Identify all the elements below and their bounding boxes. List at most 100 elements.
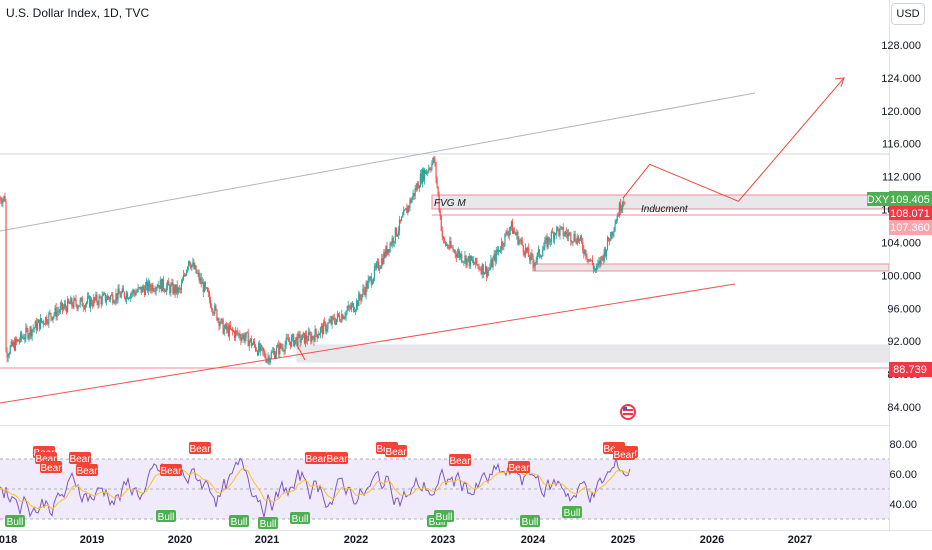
trendlines <box>0 92 756 404</box>
candle-body <box>297 333 299 346</box>
candle-body <box>423 170 426 181</box>
candle-body <box>492 258 494 268</box>
us-flag-icon[interactable] <box>620 404 636 420</box>
candle-body <box>388 249 390 252</box>
candle-body <box>234 331 236 338</box>
candle-body <box>293 334 295 347</box>
candle-body <box>267 356 269 360</box>
level-badge-2-bg <box>889 220 932 235</box>
candle-body <box>183 274 186 276</box>
candle-body <box>5 201 7 352</box>
candle-body <box>92 304 94 306</box>
candle-body <box>91 298 93 305</box>
candle-body <box>205 287 208 289</box>
candle-body <box>480 269 482 274</box>
candle-body <box>395 227 397 237</box>
rsi-pane <box>0 457 889 520</box>
candle-body <box>362 288 364 295</box>
candle-body <box>182 274 185 281</box>
candle-body <box>245 332 247 338</box>
candle-body <box>435 162 437 179</box>
candle-body <box>237 331 239 335</box>
candle-body <box>351 303 354 305</box>
candle-body <box>523 252 525 256</box>
candle-body <box>57 311 59 313</box>
time-axis[interactable]: 2018 2019 2020 2021 2022 2023 2024 2025 2026 2027 <box>0 534 812 546</box>
candle-body <box>129 297 131 299</box>
candle-body <box>274 354 277 359</box>
candle-body <box>281 347 283 349</box>
bear-badge-label: Bear <box>76 466 98 477</box>
time-tick: 2020 <box>168 534 192 546</box>
candle-body <box>22 337 24 339</box>
candle-body <box>264 352 266 358</box>
candle-body <box>449 240 451 249</box>
bear-badge <box>40 461 62 473</box>
candle-body <box>181 280 184 284</box>
candle-body <box>105 299 108 302</box>
candle-body <box>383 252 385 264</box>
bull-badge-label: Bull <box>158 512 175 523</box>
rsi-tick: 80.00 <box>889 439 917 451</box>
candle-body <box>113 302 115 304</box>
candle-body <box>324 321 326 323</box>
candle-body <box>456 253 458 258</box>
candle-body <box>389 243 391 252</box>
bear-badge-label: Bear <box>613 450 635 461</box>
time-tick: 2021 <box>255 534 279 546</box>
candle-body <box>496 249 498 252</box>
candle-body <box>290 337 293 347</box>
candle-body <box>176 284 178 294</box>
time-tick: 2024 <box>521 534 546 546</box>
candle-body <box>130 293 132 299</box>
candle-body <box>482 264 484 275</box>
candle-body <box>24 337 26 340</box>
candle-body <box>82 306 84 308</box>
bear-badge <box>305 452 327 464</box>
candle-body <box>561 226 563 228</box>
candle-body <box>471 260 474 262</box>
price-axis[interactable]: 128.000124.000120.000116.000112.000108.0… <box>881 40 921 414</box>
level-badge-2: 107.360 <box>890 222 930 234</box>
candle-body <box>538 249 541 257</box>
candle-body <box>153 290 155 292</box>
price-tick: 96.000 <box>887 303 921 315</box>
candle-body <box>184 275 187 277</box>
candle-body <box>222 319 224 334</box>
candle-body <box>90 298 92 308</box>
candle-body <box>500 250 502 252</box>
candle-body <box>43 321 45 324</box>
candle-body <box>359 293 361 298</box>
candle-body <box>288 341 291 343</box>
candle-body <box>595 268 597 271</box>
candle-body <box>346 309 348 312</box>
candle-body <box>125 293 128 300</box>
price-tick: 112.000 <box>882 172 921 184</box>
bull-badge-label: Bull <box>231 517 248 528</box>
candle-body <box>213 312 215 314</box>
candle-body <box>442 236 444 239</box>
candle-body <box>272 351 275 353</box>
candle-body <box>504 233 506 246</box>
candle-body <box>399 219 402 222</box>
candle-body <box>518 240 520 245</box>
candle-body <box>546 237 548 248</box>
currency-button[interactable]: USD <box>891 3 925 25</box>
rsi-axis[interactable]: 80.00 60.00 40.00 <box>889 439 917 511</box>
bull-badge-label: Bull <box>436 512 453 523</box>
rsi-ma-line <box>0 468 631 510</box>
candle-body <box>381 258 383 267</box>
candle-body <box>366 283 368 289</box>
candle-body <box>2 199 4 204</box>
candle-body <box>261 345 263 348</box>
candle-body <box>394 227 396 242</box>
candle-body <box>179 288 181 290</box>
candle-body <box>68 299 70 303</box>
candle-body <box>162 278 165 290</box>
candle-body <box>86 297 89 303</box>
candle-body <box>549 241 551 243</box>
bull-badge <box>258 517 278 529</box>
candle-body <box>620 208 623 212</box>
candle-body <box>254 345 257 351</box>
